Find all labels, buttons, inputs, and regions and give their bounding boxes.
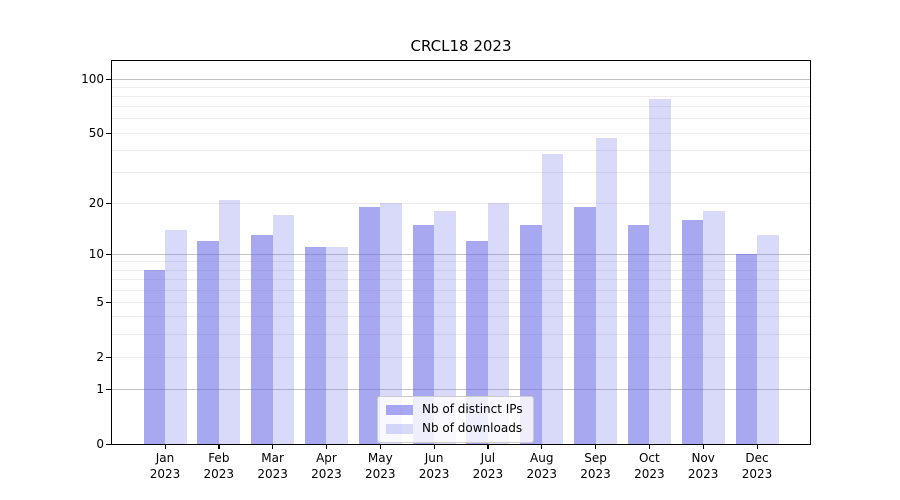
bar-downloads-aug: [541, 154, 564, 444]
bar-downloads-apr: [326, 247, 348, 444]
x-tick-mark-jul: [487, 445, 489, 449]
gridline-y-10: [112, 253, 810, 255]
y-tick-label-10: 10: [88, 247, 104, 262]
y-tick-label-0: 0: [96, 437, 104, 451]
gridline-y-8: [112, 269, 810, 271]
gridline-y-5: [112, 301, 810, 303]
legend: Nb of distinct IPs Nb of downloads: [377, 396, 534, 443]
legend-swatch-downloads: [386, 423, 413, 434]
x-tick-label-aug: Aug 2023: [526, 451, 557, 481]
y-tick-mark-0: [106, 443, 111, 445]
y-tick-label-5: 5: [96, 295, 104, 310]
y-tick-mark-50: [106, 132, 111, 134]
x-tick-mark-nov: [702, 445, 704, 449]
x-tick-label-apr: Apr 2023: [311, 451, 342, 481]
x-tick-mark-mar: [272, 445, 274, 449]
bar-distinct-ips-nov: [681, 219, 704, 444]
gridline-y-90: [112, 86, 810, 88]
legend-item-downloads: Nb of downloads: [386, 421, 523, 436]
y-tick-mark-20: [106, 202, 111, 204]
bar-distinct-ips-dec: [735, 254, 757, 444]
gridline-y-9: [112, 261, 810, 263]
bar-downloads-oct: [649, 99, 671, 444]
x-tick-mark-oct: [648, 445, 651, 449]
x-tick-label-jan: Jan 2023: [149, 451, 181, 481]
x-tick-label-nov: Nov 2023: [687, 451, 719, 481]
bar-downloads-jan: [165, 229, 187, 444]
gridline-y-100: [112, 78, 810, 80]
bar-distinct-ips-oct: [627, 224, 650, 444]
gridline-y-80: [112, 95, 810, 97]
bar-distinct-ips-jun: [412, 224, 435, 444]
bar-downloads-nov: [703, 211, 725, 444]
bar-downloads-dec: [757, 235, 779, 444]
gridline-y-1: [112, 388, 810, 390]
bar-downloads-jun: [434, 211, 456, 444]
bar-distinct-ips-mar: [251, 235, 273, 444]
y-tick-mark-10: [106, 253, 111, 256]
gridline-y-7: [112, 279, 810, 281]
gridline-y-20: [112, 202, 810, 204]
gridline-y-6: [112, 289, 810, 291]
y-tick-mark-100: [106, 78, 111, 80]
legend-item-distinct-ips: Nb of distinct IPs: [386, 402, 523, 417]
bar-distinct-ips-jul: [466, 241, 488, 444]
bar-downloads-jul: [487, 203, 510, 444]
gridline-y-70: [112, 106, 810, 108]
bar-downloads-mar: [272, 215, 295, 444]
bar-downloads-feb: [218, 199, 241, 444]
x-tick-mark-apr: [325, 445, 328, 449]
x-tick-mark-aug: [541, 445, 543, 449]
legend-swatch-distinct-ips: [386, 404, 413, 415]
plot-area: [111, 60, 811, 445]
y-tick-label-20: 20: [88, 196, 104, 211]
bar-downloads-may: [380, 203, 402, 444]
y-tick-label-100: 100: [81, 72, 104, 86]
legend-label-distinct-ips: Nb of distinct IPs: [422, 402, 523, 416]
x-tick-label-mar: Mar 2023: [257, 451, 288, 481]
x-tick-mark-sep: [595, 445, 597, 449]
gridline-y-4: [112, 316, 810, 318]
y-tick-label-1: 1: [96, 382, 104, 397]
x-tick-label-jul: Jul 2023: [472, 451, 504, 481]
y-tick-mark-5: [106, 301, 111, 303]
gridline-y-30: [112, 171, 810, 173]
x-tick-mark-dec: [756, 445, 758, 449]
y-tick-label-50: 50: [88, 126, 104, 141]
y-tick-mark-2: [106, 356, 111, 358]
y-tick-label-2: 2: [96, 350, 104, 365]
bar-downloads-sep: [595, 137, 618, 444]
chart-title: CRCL18 2023: [410, 37, 512, 55]
bar-distinct-ips-apr: [304, 247, 327, 444]
bar-distinct-ips-feb: [197, 241, 219, 444]
gridline-y-40: [112, 149, 810, 151]
x-tick-label-sep: Sep 2023: [580, 451, 611, 481]
bar-distinct-ips-sep: [574, 207, 596, 444]
gridline-y-60: [112, 118, 810, 120]
x-tick-label-may: May 2023: [364, 451, 396, 481]
bar-distinct-ips-aug: [520, 224, 542, 444]
bar-distinct-ips-may: [358, 207, 381, 444]
gridline-y-2: [112, 356, 810, 358]
x-tick-mark-feb: [218, 445, 220, 449]
x-tick-label-feb: Feb 2023: [203, 451, 235, 481]
y-tick-mark-1: [106, 388, 111, 390]
x-tick-label-oct: Oct 2023: [634, 451, 665, 481]
gridline-y-3: [112, 333, 810, 335]
legend-label-downloads: Nb of downloads: [422, 421, 523, 435]
x-tick-label-jun: Jun 2023: [418, 451, 450, 481]
x-tick-mark-jun: [433, 445, 435, 449]
gridline-y-50: [112, 132, 810, 134]
x-tick-label-dec: Dec 2023: [741, 451, 773, 481]
x-tick-mark-jan: [164, 445, 166, 449]
x-tick-mark-may: [379, 445, 381, 449]
bar-distinct-ips-jan: [143, 270, 165, 444]
